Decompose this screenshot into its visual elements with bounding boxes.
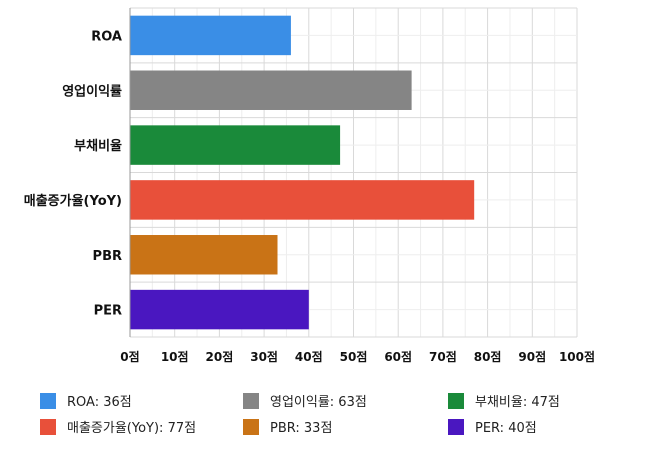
category-label: 영업이익률	[62, 83, 122, 99]
legend-swatch	[448, 419, 464, 435]
x-tick-label: 0점	[120, 349, 139, 364]
x-tick-label: 100점	[559, 349, 595, 364]
legend-item: 부채비율: 47점	[448, 393, 560, 410]
legend-label: 매출증가율(YoY): 77점	[67, 421, 196, 436]
legend-label: PBR: 33점	[270, 421, 332, 436]
x-tick-label: 10점	[161, 349, 189, 364]
legend-label: 부채비율: 47점	[475, 395, 560, 410]
bar	[130, 125, 341, 165]
x-tick-label: 90점	[518, 349, 546, 364]
bar	[130, 180, 475, 220]
bar	[130, 289, 309, 330]
legend-swatch	[243, 393, 259, 409]
x-tick-label: 60점	[384, 349, 412, 364]
legend-label: PER: 40점	[475, 421, 537, 436]
legend-swatch	[243, 419, 259, 435]
bar	[130, 15, 291, 56]
legend-item: PER: 40점	[448, 419, 537, 436]
x-tick-label: 20점	[206, 349, 234, 364]
legend-swatch	[40, 419, 56, 435]
legend-item: 매출증가율(YoY): 77점	[40, 419, 196, 436]
legend-item: PBR: 33점	[243, 419, 332, 436]
legend-swatch	[448, 393, 464, 409]
bars-group	[130, 15, 475, 330]
bar	[130, 235, 278, 275]
legend-label: ROA: 36점	[67, 395, 132, 410]
grid-group	[129, 7, 578, 338]
category-label: PBR	[93, 249, 122, 264]
category-label: PER	[94, 304, 122, 319]
legend-item: ROA: 36점	[40, 393, 132, 410]
legend-label: 영업이익률: 63점	[270, 395, 367, 410]
bar	[130, 70, 412, 110]
x-tick-label: 70점	[429, 349, 457, 364]
legend-swatch	[40, 393, 56, 409]
legend-item: 영업이익률: 63점	[243, 393, 367, 410]
category-label: 부채비율	[74, 138, 122, 154]
category-label: 매출증가율(YoY)	[24, 193, 122, 209]
x-tick-label: 40점	[295, 349, 323, 364]
category-label: ROA	[91, 29, 122, 44]
x-tick-label: 80점	[474, 349, 502, 364]
x-tick-label: 30점	[250, 349, 278, 364]
x-tick-label: 50점	[340, 349, 368, 364]
